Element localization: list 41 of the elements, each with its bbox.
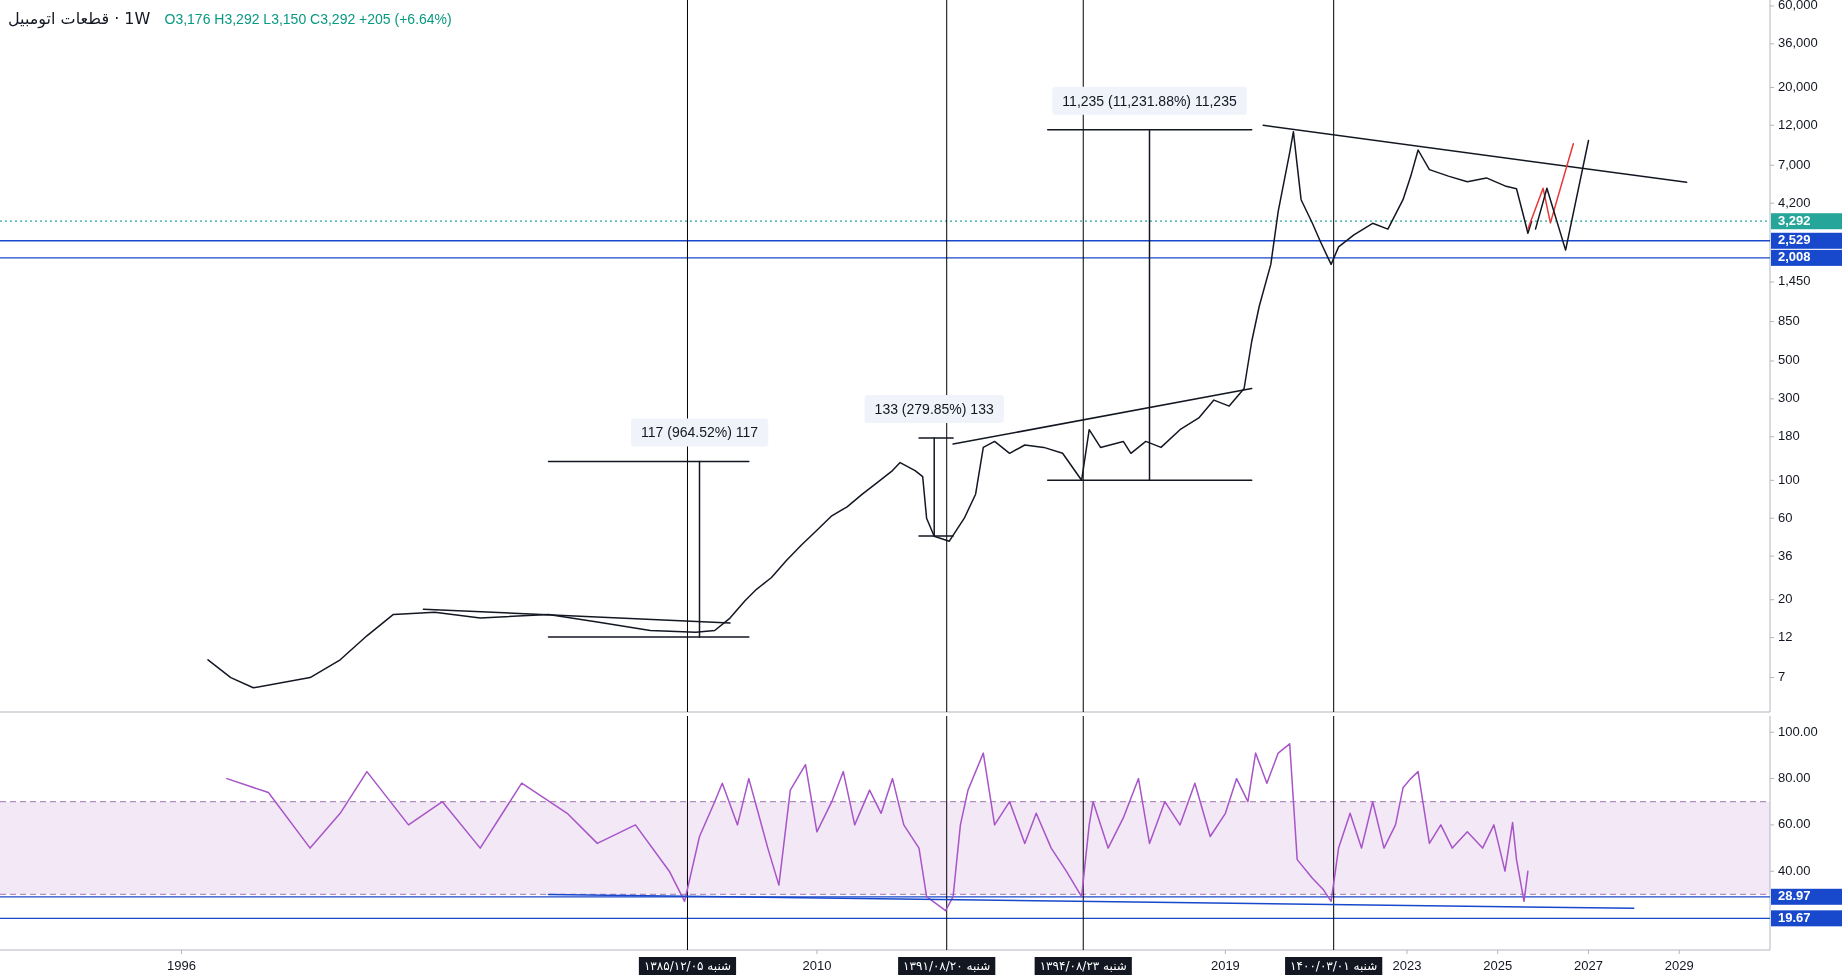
x-tick-label: 2019	[1210, 958, 1240, 973]
ref-line-label: شنبه ۱۳۸۵/۱۲/۰۵	[643, 959, 732, 973]
y-tick-label: 850	[1778, 313, 1800, 329]
y-tick-label: 20	[1778, 591, 1793, 607]
y-tick-label: 36,000	[1778, 35, 1818, 51]
annotation: 133 (279.85%) 133	[874, 401, 994, 417]
y-tick-label: 12,000	[1778, 116, 1818, 132]
text: O3,176 H3,292 L3,150 C3,292 +205 (+6.64%)	[164, 11, 452, 27]
y-tick-label: 7	[1778, 669, 1786, 684]
y-tick-label: 60	[1778, 509, 1793, 525]
y-tick-label: 40.00	[1778, 862, 1811, 878]
y-tick-label: 60.00	[1778, 816, 1811, 832]
y-tick-label: 7,000	[1778, 156, 1811, 172]
ref-line-label: شنبه ۱۳۹۴/۰۸/۲۳	[1039, 959, 1127, 973]
y-tick-label: 180	[1778, 428, 1800, 444]
y-tick-label: 12	[1778, 629, 1793, 645]
x-tick-label: 2029	[1664, 958, 1694, 973]
x-tick-label: 2010	[802, 958, 832, 973]
ref-line-label: 2,529	[1778, 232, 1811, 248]
y-tick-label: 60,000	[1778, 0, 1818, 13]
y-tick-label: 80.00	[1778, 769, 1811, 785]
ref-line-label: شنبه ۱۳۹۱/۰۸/۲۰	[903, 959, 991, 973]
y-tick-label: 100	[1778, 471, 1800, 487]
y-tick-label: 100.00	[1778, 723, 1818, 739]
y-tick-label: 36	[1778, 547, 1793, 563]
annotation: 117 (964.52%) 117	[641, 424, 759, 441]
y-tick-label: 300	[1778, 390, 1800, 406]
ref-line-label: 2,008	[1778, 249, 1811, 265]
x-tick-label: 2025	[1483, 958, 1513, 973]
x-tick-label: 2027	[1574, 958, 1603, 973]
y-tick-label: 500	[1778, 352, 1800, 368]
ref-line-label: 19.67	[1778, 909, 1811, 925]
y-tick-label: 1,450	[1778, 273, 1811, 289]
annotation: 11,235 (11,231.88%) 11,235	[1062, 92, 1237, 109]
ref-line-label: 28.97	[1778, 888, 1811, 904]
y-tick-label: 20,000	[1778, 78, 1818, 94]
y-tick-label: 4,200	[1778, 194, 1811, 210]
x-tick-label: 2023	[1392, 958, 1422, 973]
x-tick-label: 1996	[167, 958, 196, 973]
ref-line-label: 3,292	[1778, 212, 1811, 228]
ref-line-label: شنبه ۱۴۰۰/۰۳/۰۱	[1290, 959, 1378, 973]
